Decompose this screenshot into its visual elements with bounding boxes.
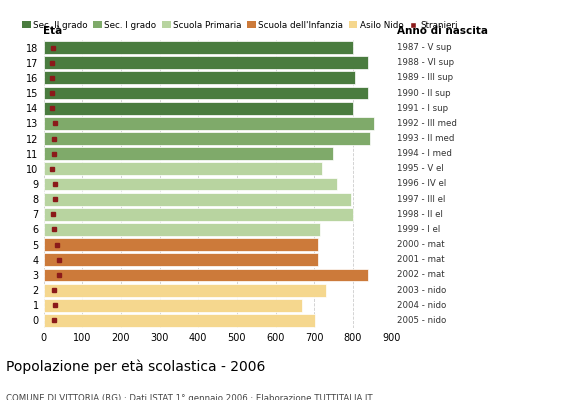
Text: 1999 - I el: 1999 - I el <box>397 225 441 234</box>
Text: 1988 - VI sup: 1988 - VI sup <box>397 58 454 67</box>
Legend: Sec. II grado, Sec. I grado, Scuola Primaria, Scuola dell'Infanzia, Asilo Nido, : Sec. II grado, Sec. I grado, Scuola Prim… <box>22 21 458 30</box>
Text: Popolazione per età scolastica - 2006: Popolazione per età scolastica - 2006 <box>6 360 265 374</box>
Bar <box>44 132 370 145</box>
Text: 1995 - V el: 1995 - V el <box>397 164 444 173</box>
Text: 1994 - I med: 1994 - I med <box>397 149 452 158</box>
Bar <box>44 284 326 296</box>
Text: 1990 - II sup: 1990 - II sup <box>397 88 451 98</box>
Bar <box>44 41 353 54</box>
Text: 1987 - V sup: 1987 - V sup <box>397 43 452 52</box>
Bar <box>44 193 351 206</box>
Text: 2004 - nido: 2004 - nido <box>397 301 447 310</box>
Text: 2000 - mat: 2000 - mat <box>397 240 445 249</box>
Text: 1998 - II el: 1998 - II el <box>397 210 443 219</box>
Text: 1992 - III med: 1992 - III med <box>397 119 457 128</box>
Text: Anno di nascita: Anno di nascita <box>397 26 488 36</box>
Bar <box>44 268 368 281</box>
Bar <box>44 223 320 236</box>
Bar <box>44 238 318 251</box>
Text: 1996 - IV el: 1996 - IV el <box>397 180 447 188</box>
Bar <box>44 72 355 84</box>
Bar <box>44 178 336 190</box>
Text: Età: Età <box>44 26 63 36</box>
Text: 1993 - II med: 1993 - II med <box>397 134 455 143</box>
Text: 1997 - III el: 1997 - III el <box>397 195 445 204</box>
Bar <box>44 102 353 115</box>
Text: 1991 - I sup: 1991 - I sup <box>397 104 448 113</box>
Text: COMUNE DI VITTORIA (RG) · Dati ISTAT 1° gennaio 2006 · Elaborazione TUTTITALIA.I: COMUNE DI VITTORIA (RG) · Dati ISTAT 1° … <box>6 394 372 400</box>
Text: 2001 - mat: 2001 - mat <box>397 255 445 264</box>
Text: 2002 - mat: 2002 - mat <box>397 270 445 280</box>
Bar <box>44 147 333 160</box>
Bar <box>44 117 374 130</box>
Bar <box>44 299 302 312</box>
Bar <box>44 208 353 221</box>
Text: 2005 - nido: 2005 - nido <box>397 316 447 325</box>
Bar <box>44 253 318 266</box>
Bar <box>44 162 322 175</box>
Bar <box>44 56 368 69</box>
Bar <box>44 87 368 100</box>
Bar <box>44 314 316 327</box>
Text: 1989 - III sup: 1989 - III sup <box>397 73 454 82</box>
Text: 2003 - nido: 2003 - nido <box>397 286 447 295</box>
